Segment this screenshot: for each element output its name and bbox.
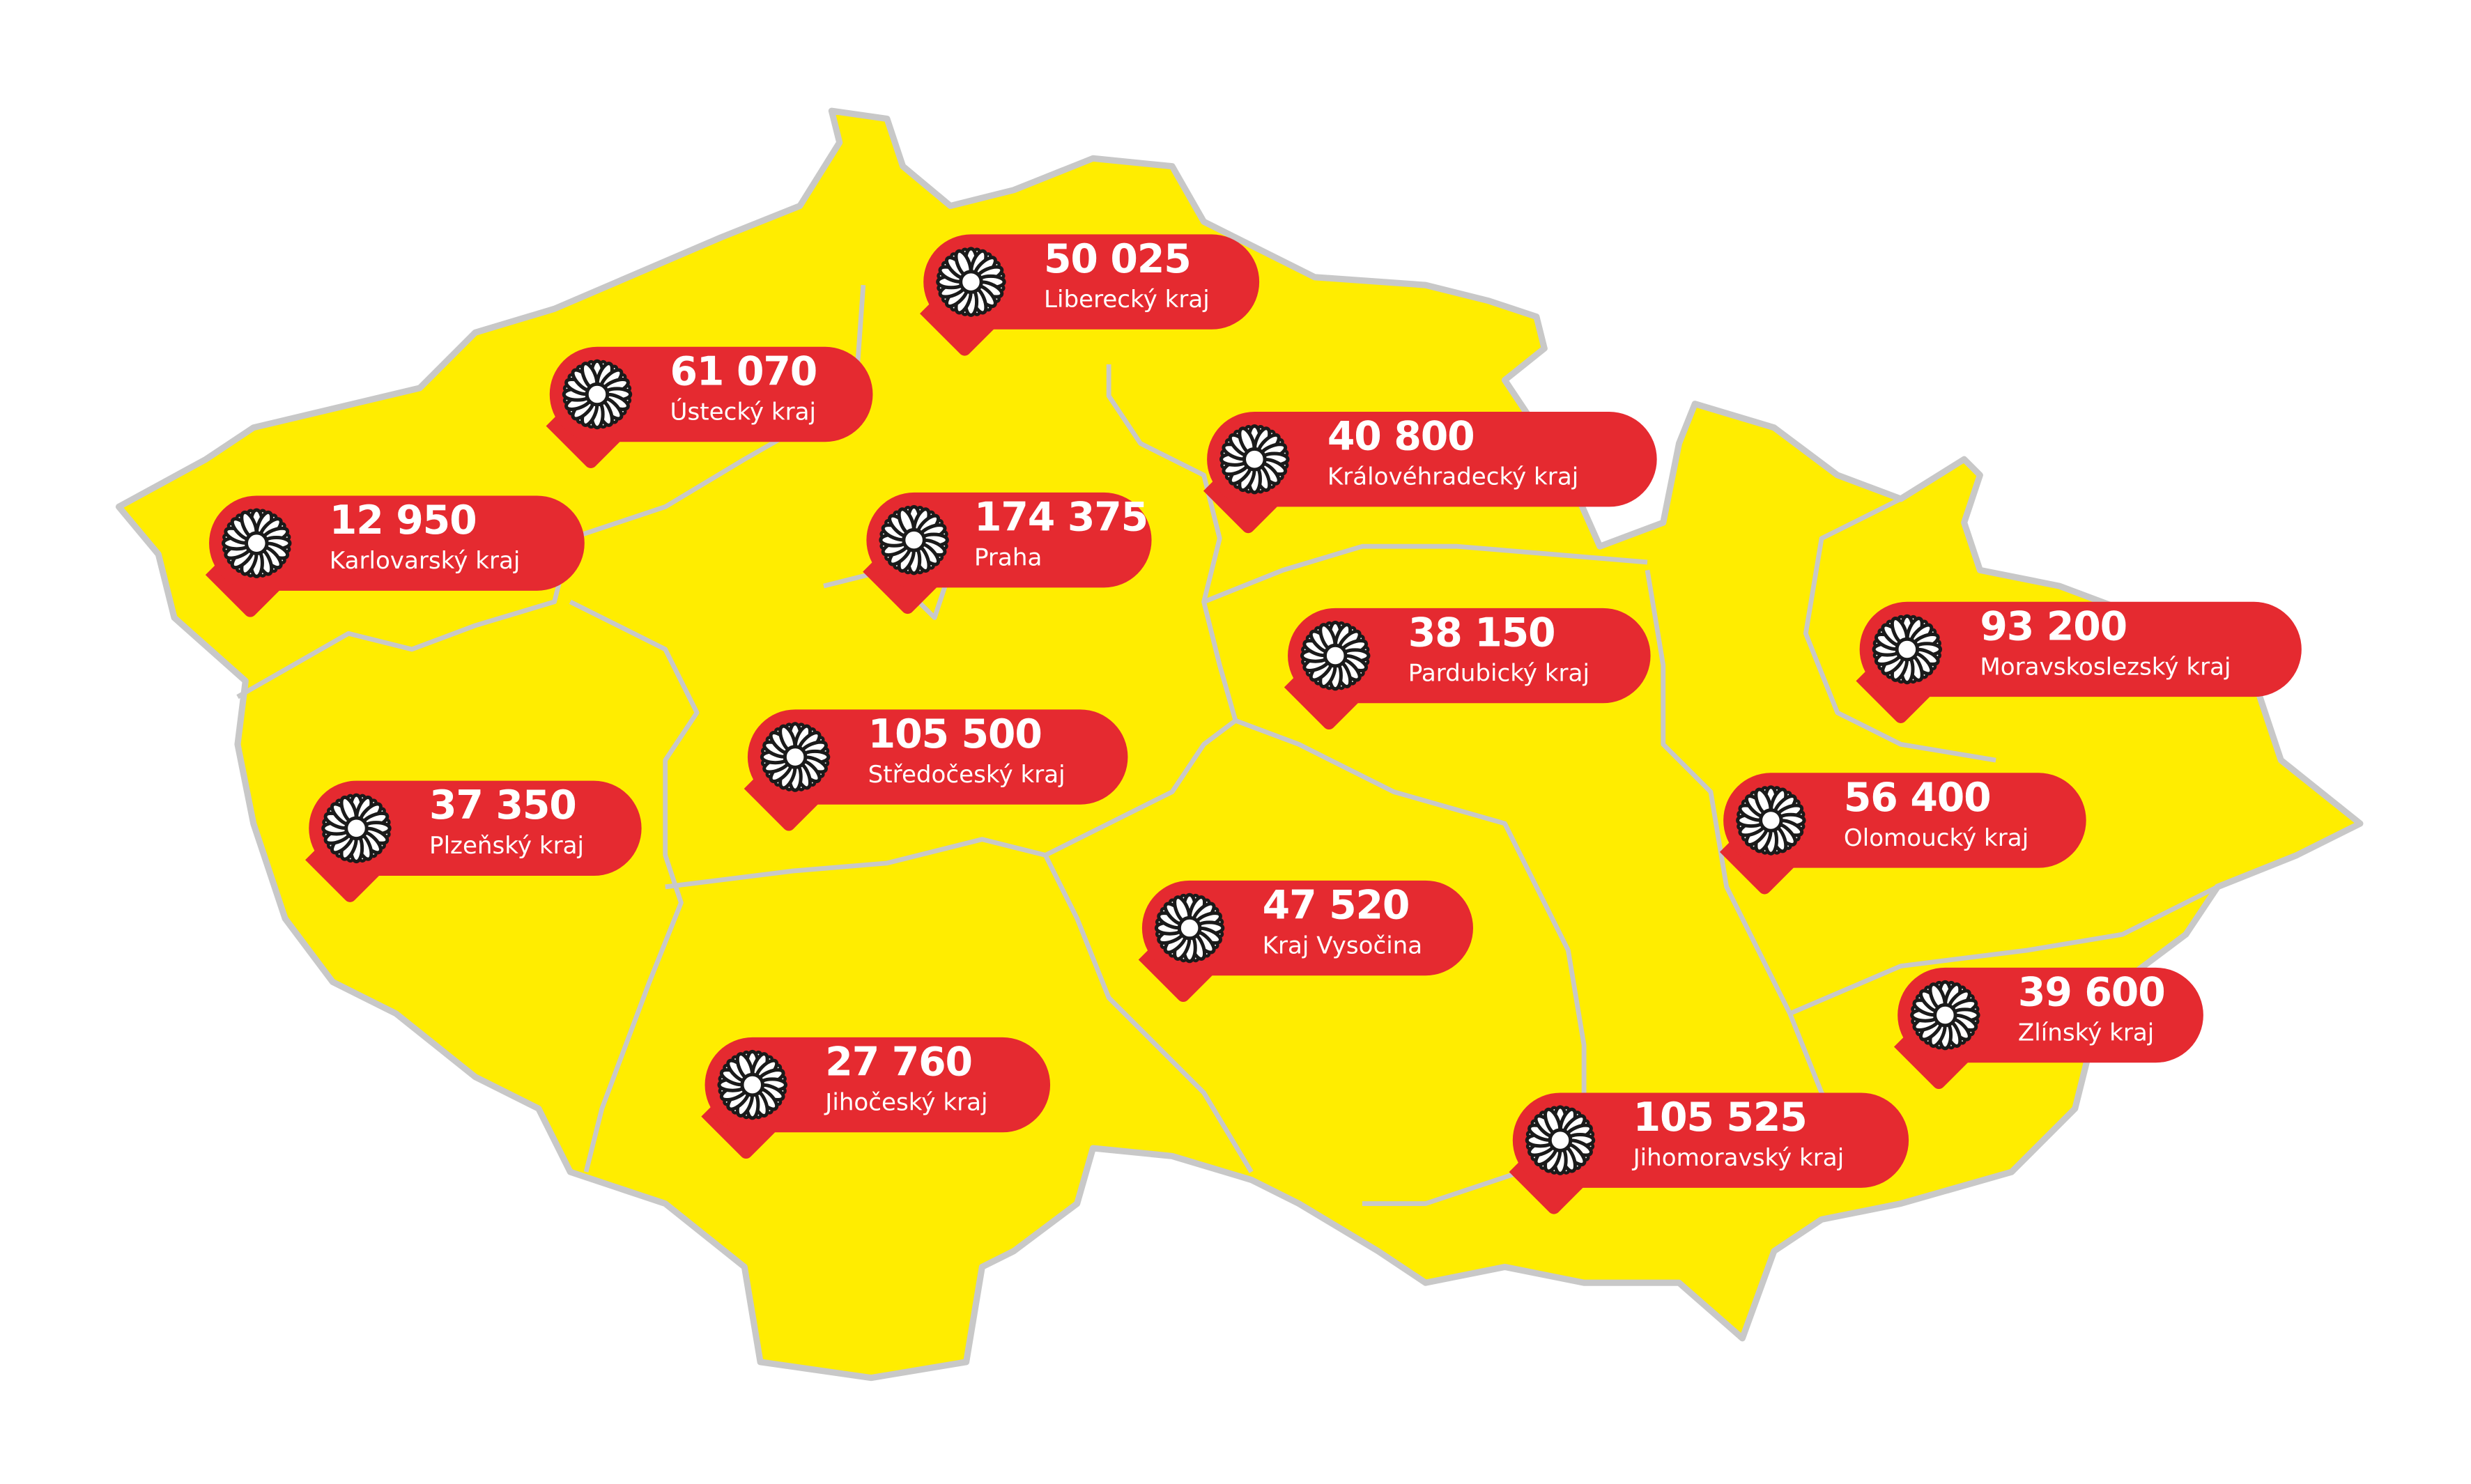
region-name: Ústecký kraj [670,397,817,426]
region-name: Liberecký kraj [1043,285,1210,314]
daisy-flower-icon [1215,419,1294,499]
daisy-flower-icon [1295,616,1375,695]
region-pin-stredocesky: 105 500 Středočeský kraj [744,709,1128,834]
daisy-flower-icon [217,504,296,583]
region-value: 38 150 [1408,610,1556,656]
region-value: 93 200 [1980,603,2127,649]
region-name: Olomoucký kraj [1843,824,2029,852]
region-value: 40 800 [1327,413,1475,460]
daisy-flower-icon [557,355,637,434]
daisy-flower-icon [1521,1101,1600,1180]
daisy-flower-icon [932,242,1011,322]
region-name: Pardubický kraj [1408,658,1589,688]
region-name: Středočeský kraj [868,760,1065,789]
region-value: 12 950 [329,497,477,543]
region-pin-jihomoravsky: 105 525 Jihomoravský kraj [1509,1092,1909,1217]
region-name: Plzeňský kraj [429,831,584,860]
region-pin-praha: 174 375 Praha [863,492,1152,617]
region-value: 105 525 [1633,1094,1808,1141]
region-value: 105 500 [868,711,1042,757]
region-value: 61 070 [670,348,818,395]
region-value: 174 375 [973,494,1148,541]
region-pin-jihocesky: 27 760 Jihočeský kraj [701,1037,1051,1161]
daisy-flower-icon [875,500,954,580]
region-pin-zlinsky: 39 600 Zlínský kraj [1893,967,2203,1092]
region-name: Zlínský kraj [2017,1018,2155,1047]
daisy-flower-icon [1731,781,1810,860]
daisy-flower-icon [1906,975,1985,1055]
region-name: Praha [973,543,1042,572]
daisy-flower-icon [755,718,835,797]
region-name: Moravskoslezský kraj [1980,652,2231,681]
region-name: Jihomoravský kraj [1633,1143,1845,1173]
region-name: Kraj Vysočina [1262,931,1423,960]
region-value: 50 025 [1043,235,1192,282]
daisy-flower-icon [713,1045,792,1124]
region-pin-kralovehradecky: 40 800 Královéhradecký kraj [1203,412,1657,536]
region-pin-pardubicky: 38 150 Pardubický kraj [1284,608,1651,732]
region-pin-plzensky: 37 350 Plzeňský kraj [305,780,642,905]
region-value: 27 760 [825,1039,973,1085]
region-value: 47 520 [1262,882,1410,929]
region-value: 39 600 [2017,969,2166,1016]
region-value: 37 350 [429,782,577,828]
region-pin-vysocina: 47 520 Kraj Vysočina [1138,880,1473,1005]
daisy-flower-icon [317,789,397,868]
region-pin-moravskoslezsky: 93 200 Moravskoslezský kraj [1856,601,2302,726]
daisy-flower-icon [1150,888,1229,968]
region-name: Karlovarský kraj [329,546,521,575]
region-name: Královéhradecký kraj [1327,462,1579,491]
region-pin-ustecky: 61 070 Ústecký kraj [546,346,873,471]
region-pin-karlovarsky: 12 950 Karlovarský kraj [205,495,585,620]
region-pin-liberecky: 50 025 Liberecký kraj [920,234,1260,359]
region-value: 56 400 [1843,774,1992,821]
daisy-flower-icon [1868,610,1947,689]
region-pin-olomoucky: 56 400 Olomoucký kraj [1719,773,2086,897]
region-name: Jihočeský kraj [825,1088,988,1117]
